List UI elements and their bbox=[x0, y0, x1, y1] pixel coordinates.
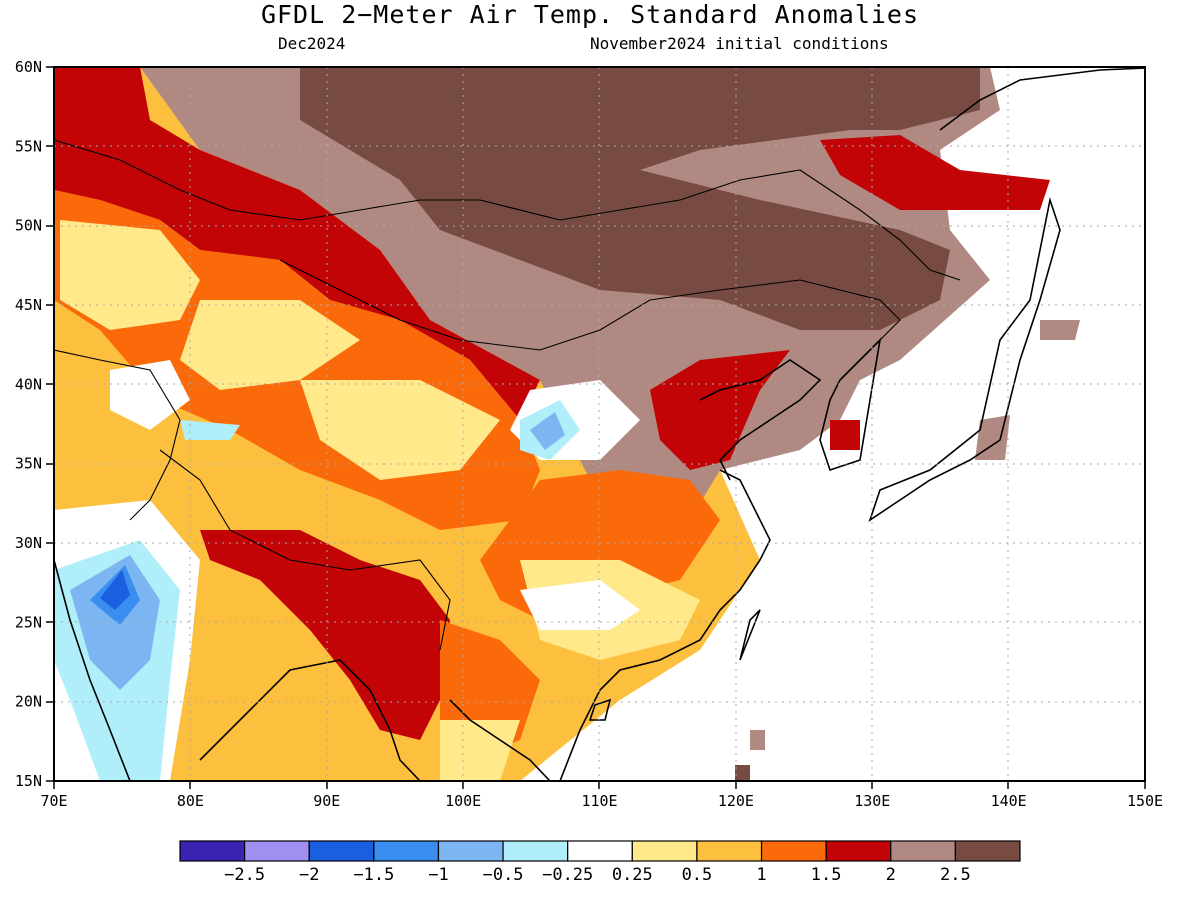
lon-label: 70E bbox=[40, 792, 67, 810]
country-borders bbox=[54, 139, 961, 651]
colorbar-swatch bbox=[696, 840, 763, 862]
lon-label: 110E bbox=[581, 792, 617, 810]
colorbar-label: 0.5 bbox=[682, 865, 713, 885]
tick-marks bbox=[46, 66, 1146, 789]
colorbar-swatch bbox=[825, 840, 892, 862]
lat-label: 25N bbox=[15, 613, 42, 631]
colorbar-labels: −2.5 −2 −1.5 −1 −0.5 −0.25 0.25 0.5 1 1.5 2 2.5 bbox=[224, 865, 971, 885]
colorbar-swatch bbox=[437, 840, 504, 862]
lat-label: 60N bbox=[15, 58, 42, 76]
lat-label: 55N bbox=[15, 137, 42, 155]
colorbar-swatch bbox=[567, 840, 633, 862]
colorbar-swatch bbox=[244, 840, 310, 862]
lat-label: 35N bbox=[15, 455, 42, 473]
colorbar-label: 0.25 bbox=[612, 865, 653, 885]
colorbar-label: 2 bbox=[886, 865, 896, 885]
colorbar-swatch bbox=[890, 840, 956, 862]
lon-label: 90E bbox=[313, 792, 340, 810]
colorbar-label: 1 bbox=[756, 865, 766, 885]
colorbar bbox=[179, 840, 1021, 862]
colorbar-label: −2.5 bbox=[224, 865, 265, 885]
lon-label: 100E bbox=[445, 792, 481, 810]
anomaly-field bbox=[54, 67, 1145, 781]
lon-label: 150E bbox=[1127, 792, 1163, 810]
longitude-labels: 70E 80E 90E 100E 110E 120E 130E 140E 150E bbox=[40, 792, 1163, 810]
colorbar-swatch bbox=[631, 840, 698, 862]
colorbar-swatch bbox=[308, 840, 375, 862]
colorbar-label: −2 bbox=[299, 865, 319, 885]
lat-label: 20N bbox=[15, 693, 42, 711]
lon-label: 140E bbox=[991, 792, 1027, 810]
colorbar-swatch bbox=[179, 840, 246, 862]
colorbar-swatch bbox=[760, 840, 827, 862]
lat-label: 30N bbox=[15, 534, 42, 552]
colorbar-swatch bbox=[502, 840, 569, 862]
lat-label: 15N bbox=[15, 772, 42, 790]
colorbar-swatch bbox=[373, 840, 440, 862]
lat-label: 40N bbox=[15, 375, 42, 393]
colorbar-label: 1.5 bbox=[811, 865, 842, 885]
colorbar-label: −1.5 bbox=[353, 865, 394, 885]
graticule bbox=[54, 67, 1145, 781]
colorbar-label: −0.25 bbox=[542, 865, 593, 885]
colorbar-swatch bbox=[954, 840, 1021, 862]
lon-label: 120E bbox=[718, 792, 754, 810]
lon-label: 130E bbox=[854, 792, 890, 810]
colorbar-label: 2.5 bbox=[940, 865, 971, 885]
map-title: GFDL 2−Meter Air Temp. Standard Anomalie… bbox=[260, 0, 920, 29]
forecast-month: Dec2024 bbox=[278, 34, 346, 53]
initial-conditions-label: November2024 initial conditions bbox=[590, 34, 889, 53]
colorbar-label: −1 bbox=[428, 865, 448, 885]
colorbar-label: −0.5 bbox=[483, 865, 524, 885]
coastlines bbox=[54, 67, 1145, 781]
lat-label: 50N bbox=[15, 217, 42, 235]
lat-label: 45N bbox=[15, 296, 42, 314]
latitude-labels: 60N 55N 50N 45N 40N 35N 30N 25N 20N 15N bbox=[15, 58, 42, 790]
lon-label: 80E bbox=[177, 792, 204, 810]
